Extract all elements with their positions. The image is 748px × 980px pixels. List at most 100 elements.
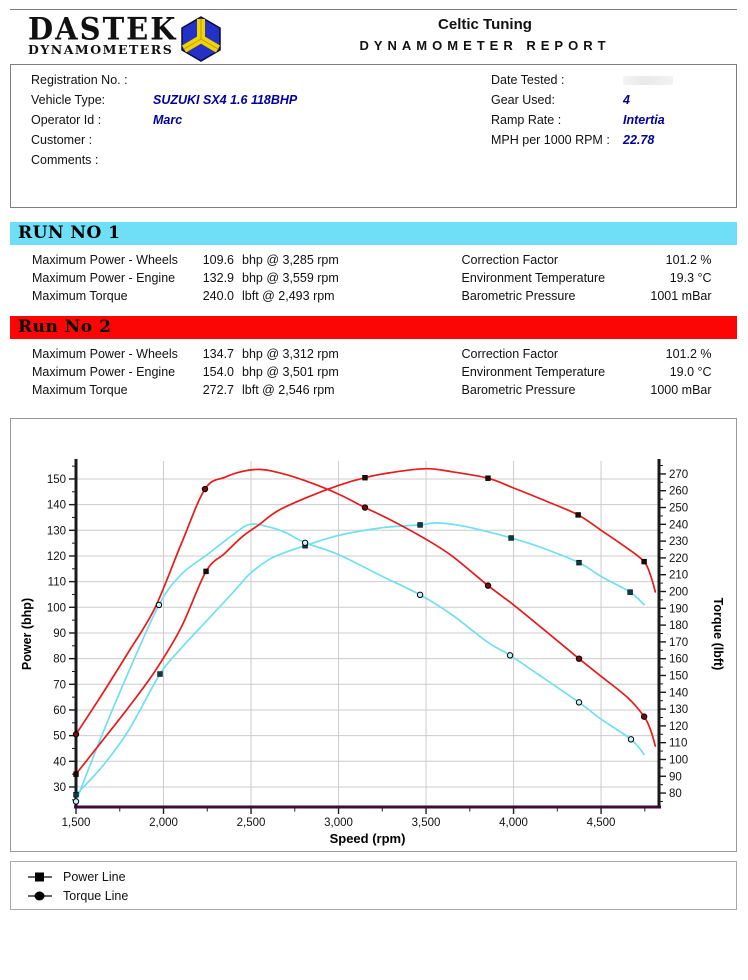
torque-axis-tick-label: 110 <box>669 738 687 750</box>
stat-value: 240.0 <box>202 289 234 303</box>
torque-line-marker-icon <box>28 891 52 900</box>
env-row: Environment Temperature 19.0 °C <box>462 363 737 381</box>
report-title: DYNAMOMETER REPORT <box>359 38 611 53</box>
run-stats: Maximum Power - Wheels 134.7 bhp @ 3,312 r… <box>10 339 737 399</box>
stat-row: Maximum Torque 272.7 lbft @ 2,546 rpm <box>32 381 426 399</box>
speed-axis-tick-label: 3,500 <box>412 817 441 829</box>
torque-data-marker <box>416 591 424 599</box>
vehicle-info-right-column: Date Tested : Gear Used: 4 Ramp Rate : Inter… <box>491 70 731 150</box>
power-axis-tick-label: 60 <box>53 705 66 717</box>
speed-axis-title: Speed (rpm) <box>330 831 406 846</box>
info-row: Operator Id : Marc <box>31 110 451 130</box>
legend-item: Torque Line <box>27 886 736 905</box>
power-data-marker <box>575 512 581 518</box>
speed-axis-tick-label: 4,000 <box>499 817 528 829</box>
power-data-marker <box>508 535 514 541</box>
speed-axis-tick-label: 4,500 <box>587 817 616 829</box>
power-data-marker <box>203 568 209 575</box>
stat-row: Maximum Power - Engine 154.0 bhp @ 3,501 r… <box>32 363 426 381</box>
info-row: Ramp Rate : Intertia <box>491 110 731 130</box>
torque-axis-tick-label: 130 <box>669 704 688 716</box>
torque-data-marker <box>301 539 309 546</box>
torque-axis-tick-label: 140 <box>669 687 688 699</box>
speed-axis-tick-label: 2,000 <box>149 817 178 829</box>
torque-data-marker <box>484 582 492 589</box>
legend-label: Power Line <box>63 869 126 884</box>
power-axis-tick-label: 140 <box>47 500 66 512</box>
power-data-marker <box>73 771 79 777</box>
stat-row: Maximum Power - Wheels 109.6 bhp @ 3,285 r… <box>32 251 426 269</box>
env-row: Barometric Pressure 1001 mBar <box>462 287 737 305</box>
power-data-marker <box>627 589 633 595</box>
info-row: Gear Used: 4 <box>491 90 731 110</box>
torque-axis-tick-label: 220 <box>669 553 688 565</box>
power-axis-tick-label: 30 <box>53 782 66 794</box>
brand-name: DASTEK <box>28 11 178 47</box>
torque-axis-tick-label: 90 <box>669 771 682 783</box>
brand-logo: DASTEK DYNAMOMETERS <box>28 11 178 57</box>
info-value: 22.78 <box>623 133 655 147</box>
stat-unit: lbft @ 2,493 rpm <box>242 289 335 303</box>
stat-value: 132.9 <box>202 271 234 285</box>
power-line-marker-icon <box>28 872 52 881</box>
dyno-chart: 30 40 50 60 70 80 90 100 110 120 130 140 150 80 90 100 1… <box>10 418 737 852</box>
torque-axis-tick-label: 180 <box>669 620 688 632</box>
torque-axis-tick-label: 210 <box>669 570 688 582</box>
torque-data-marker <box>72 798 80 805</box>
series-line-run-2-power <box>75 467 657 775</box>
env-value: 1001 mBar <box>650 289 712 303</box>
power-axis-tick-label: 100 <box>47 602 66 614</box>
stat-label: Maximum Power - Wheels <box>32 253 178 267</box>
torque-data-marker <box>640 713 648 720</box>
run-stats: Maximum Power - Wheels 109.6 bhp @ 3,285 r… <box>10 245 737 305</box>
info-label: Date Tested : <box>491 73 565 87</box>
stat-label: Maximum Torque <box>32 289 128 303</box>
torque-axis-tick-label: 160 <box>669 654 688 666</box>
legend-item: Power Line <box>27 867 736 886</box>
stat-label: Maximum Power - Engine <box>32 271 176 285</box>
stat-value: 272.7 <box>202 383 234 397</box>
torque-axis-tick-label: 150 <box>669 670 688 682</box>
run-stats-power: Maximum Power - Wheels 109.6 bhp @ 3,285 r… <box>32 251 426 305</box>
torque-data-marker <box>361 504 369 511</box>
env-label: Environment Temperature <box>461 365 606 379</box>
company-name: Celtic Tuning <box>438 16 532 33</box>
series-line-run-1-power <box>75 522 645 796</box>
info-row: Vehicle Type: SUZUKI SX4 1.6 118BHP <box>31 90 451 110</box>
torque-axis-title: Torque (lbft) <box>711 598 725 671</box>
vehicle-info-left-column: Registration No. : Vehicle Type: SUZUKI SX… <box>31 70 451 170</box>
power-data-marker <box>362 474 368 481</box>
info-row: Date Tested : <box>491 70 731 90</box>
torque-axis-tick-label: 120 <box>669 721 688 733</box>
info-row: Comments : <box>31 150 451 170</box>
info-label: MPH per 1000 RPM : <box>491 133 610 147</box>
torque-axis-tick-label: 240 <box>669 519 688 531</box>
info-label: Vehicle Type: <box>31 93 106 107</box>
stat-label: Maximum Power - Wheels <box>32 347 178 361</box>
stat-label: Maximum Power - Engine <box>32 365 176 379</box>
torque-axis-tick-label: 200 <box>669 587 688 599</box>
info-value: Intertia <box>623 113 665 127</box>
info-row: Registration No. : <box>31 70 451 90</box>
legend-label: Torque Line <box>63 888 129 903</box>
env-value: 101.2 % <box>665 253 712 267</box>
env-label: Environment Temperature <box>461 271 606 285</box>
info-label: Ramp Rate : <box>491 113 562 127</box>
power-axis-tick-label: 70 <box>53 679 66 691</box>
torque-data-marker <box>72 731 80 738</box>
torque-axis-tick-label: 100 <box>669 754 688 766</box>
run-stats-environment: Correction Factor 101.2 % Environment Temp… <box>462 251 737 305</box>
info-label: Registration No. : <box>31 73 128 87</box>
env-value: 19.3 °C <box>669 271 712 285</box>
vehicle-info-section: Registration No. : Vehicle Type: SUZUKI SX… <box>10 64 737 208</box>
info-value: 4 <box>623 93 630 107</box>
power-data-marker <box>485 475 491 481</box>
power-axis-tick-label: 90 <box>53 628 66 640</box>
stat-unit: bhp @ 3,559 rpm <box>242 271 339 285</box>
power-axis-tick-label: 80 <box>53 654 66 666</box>
stat-unit: bhp @ 3,501 rpm <box>242 365 339 379</box>
torque-axis-tick-label: 80 <box>669 788 682 800</box>
torque-data-marker <box>201 485 209 493</box>
stat-value: 109.6 <box>202 253 234 267</box>
